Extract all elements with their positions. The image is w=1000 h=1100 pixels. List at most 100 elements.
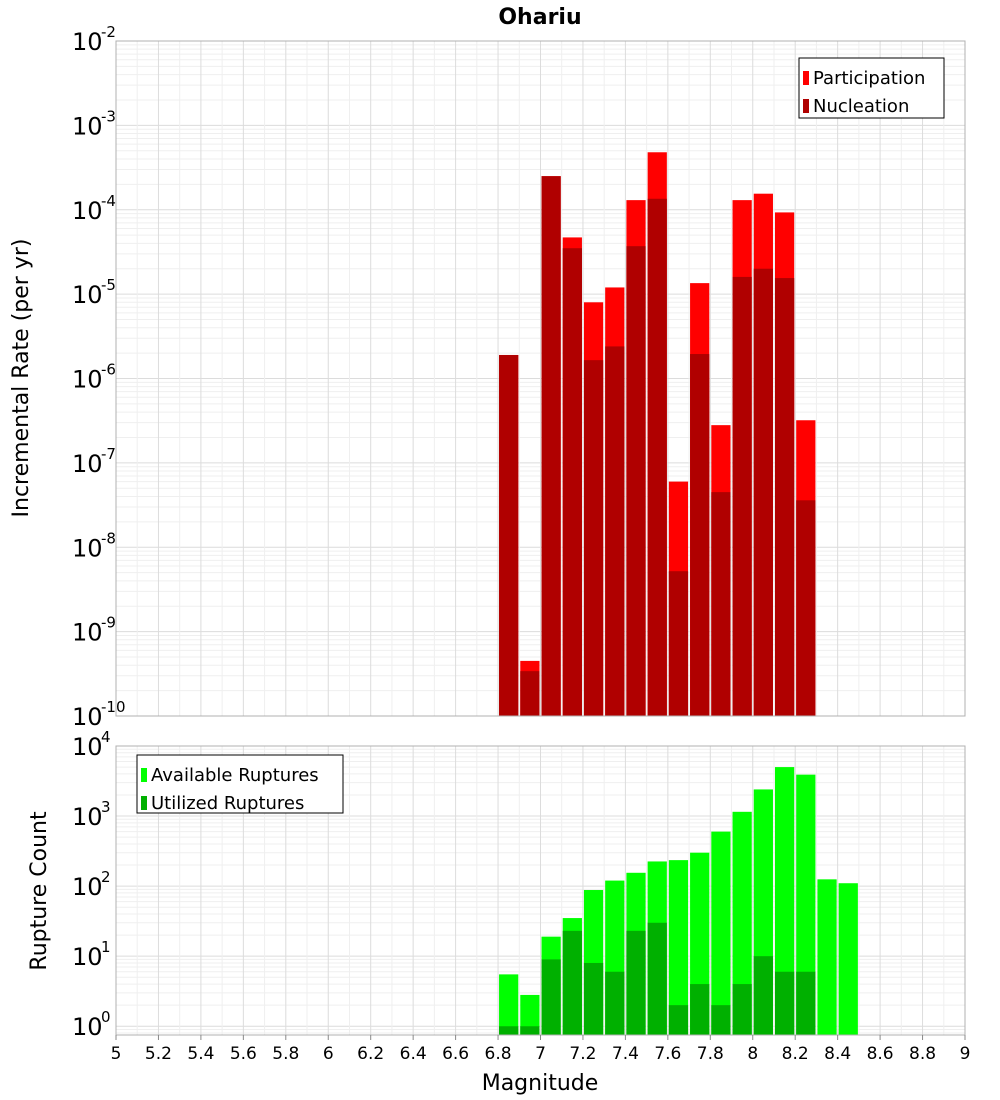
y-tick-exponent: -10 bbox=[101, 698, 126, 716]
legend-swatch-utilized-ruptures bbox=[141, 796, 147, 810]
legend-box bbox=[136, 754, 344, 814]
bar-utilized-ruptures bbox=[796, 971, 816, 1035]
chart-title: Ohariu bbox=[498, 5, 581, 30]
y-tick-exponent: -5 bbox=[101, 276, 116, 294]
x-tick-label: 6.2 bbox=[357, 1044, 384, 1064]
bar-utilized-ruptures bbox=[711, 1005, 731, 1035]
x-tick-label: 8.6 bbox=[867, 1044, 894, 1064]
x-tick-label: 5 bbox=[111, 1044, 122, 1064]
bar-available-ruptures bbox=[711, 831, 731, 1035]
legend-swatch-available-ruptures bbox=[141, 768, 147, 782]
y-tick-label: 10 bbox=[72, 733, 103, 761]
bottom-legend: Available Ruptures Utilized Ruptures bbox=[136, 754, 344, 814]
y-tick-exponent: -9 bbox=[101, 614, 116, 632]
y-tick-label: 10 bbox=[72, 450, 103, 478]
bar-utilized-ruptures bbox=[541, 959, 561, 1035]
bar-nucleation bbox=[541, 176, 561, 716]
bar-nucleation bbox=[562, 248, 582, 717]
bar-nucleation bbox=[774, 278, 795, 716]
legend-swatch-nucleation bbox=[803, 99, 809, 113]
bar-available-ruptures bbox=[774, 767, 795, 1035]
bar-utilized-ruptures bbox=[647, 922, 667, 1035]
x-tick-label: 5.4 bbox=[187, 1044, 214, 1064]
y-tick-label: 10 bbox=[72, 197, 103, 225]
x-tick-label: 5.8 bbox=[272, 1044, 299, 1064]
bar-utilized-ruptures bbox=[520, 1026, 540, 1035]
bar-utilized-ruptures bbox=[626, 930, 646, 1035]
bar-nucleation bbox=[626, 246, 646, 716]
legend-label-nucleation: Nucleation bbox=[813, 96, 909, 117]
x-tick-label: 6.6 bbox=[442, 1044, 469, 1064]
x-tick-label: 6.8 bbox=[485, 1044, 512, 1064]
bar-utilized-ruptures bbox=[690, 984, 710, 1035]
bar-nucleation bbox=[668, 571, 689, 716]
bar-utilized-ruptures bbox=[562, 930, 582, 1035]
y-tick-label: 10 bbox=[72, 703, 103, 731]
y-tick-exponent: -6 bbox=[101, 361, 116, 379]
bar-nucleation bbox=[583, 360, 604, 716]
y-tick-exponent: -2 bbox=[101, 23, 116, 41]
y-tick-exponent: -7 bbox=[101, 445, 116, 463]
bar-nucleation bbox=[647, 198, 667, 717]
y-tick-label: 10 bbox=[72, 28, 103, 56]
x-tick-label: 7.4 bbox=[612, 1044, 639, 1064]
y-tick-label: 10 bbox=[72, 873, 103, 901]
x-tick-label: 8.4 bbox=[824, 1044, 851, 1064]
bar-nucleation bbox=[690, 354, 710, 716]
x-tick-label: 6 bbox=[323, 1044, 334, 1064]
bar-nucleation bbox=[520, 671, 540, 716]
y-tick-label: 10 bbox=[72, 534, 103, 562]
x-tick-label: 7.6 bbox=[654, 1044, 681, 1064]
y-tick-label: 10 bbox=[72, 619, 103, 647]
bottom-bars bbox=[499, 767, 858, 1035]
y-tick-label: 10 bbox=[72, 1013, 103, 1041]
y-tick-exponent: 4 bbox=[101, 728, 111, 746]
y-tick-exponent: -4 bbox=[101, 192, 116, 210]
bar-utilized-ruptures bbox=[499, 1026, 519, 1035]
y-tick-exponent: 2 bbox=[101, 868, 111, 886]
top-plot-frame bbox=[115, 40, 966, 717]
bar-nucleation bbox=[796, 500, 816, 716]
bar-available-ruptures bbox=[817, 879, 837, 1035]
bar-nucleation bbox=[711, 492, 731, 716]
top-bars bbox=[499, 152, 816, 717]
bar-available-ruptures bbox=[668, 860, 689, 1035]
x-tick-label: 6.4 bbox=[400, 1044, 427, 1064]
legend-label-participation: Participation bbox=[813, 68, 925, 89]
bar-utilized-ruptures bbox=[774, 971, 795, 1035]
legend-label-utilized-ruptures: Utilized Ruptures bbox=[151, 793, 304, 814]
bar-utilized-ruptures bbox=[753, 956, 773, 1035]
legend-label-available-ruptures: Available Ruptures bbox=[151, 765, 319, 786]
y-tick-label: 10 bbox=[72, 803, 103, 831]
x-axis-label: Magnitude bbox=[482, 1071, 599, 1096]
x-tick-label: 8.2 bbox=[782, 1044, 809, 1064]
bar-utilized-ruptures bbox=[668, 1005, 689, 1035]
x-ticks: 5 5.2 5.4 5.6 5.8 6 6.2 6.4 6.6 6.8 7 7.2 7.4 7.6 7.8 8… bbox=[111, 1035, 971, 1064]
x-tick-label: 7.8 bbox=[697, 1044, 724, 1064]
bar-available-ruptures bbox=[499, 974, 519, 1035]
x-tick-label: 8.8 bbox=[909, 1044, 936, 1064]
bar-available-ruptures bbox=[520, 994, 540, 1035]
bar-utilized-ruptures bbox=[732, 984, 752, 1035]
y-tick-exponent: 0 bbox=[101, 1008, 111, 1026]
bar-utilized-ruptures bbox=[583, 962, 604, 1035]
y-tick-label: 10 bbox=[72, 366, 103, 394]
bar-nucleation bbox=[753, 268, 773, 716]
top-y-axis-label: Incremental Rate (per yr) bbox=[9, 239, 34, 518]
x-tick-label: 5.6 bbox=[230, 1044, 257, 1064]
x-tick-label: 7 bbox=[535, 1044, 546, 1064]
x-tick-label: 7.2 bbox=[569, 1044, 596, 1064]
x-tick-label: 9 bbox=[960, 1044, 971, 1064]
x-tick-label: 5.2 bbox=[145, 1044, 172, 1064]
y-tick-exponent: 3 bbox=[101, 798, 111, 816]
bar-available-ruptures bbox=[732, 811, 752, 1035]
bottom-y-axis-label: Rupture Count bbox=[27, 811, 52, 971]
bar-utilized-ruptures bbox=[605, 971, 625, 1035]
y-tick-label: 10 bbox=[72, 112, 103, 140]
bar-nucleation bbox=[732, 276, 752, 716]
